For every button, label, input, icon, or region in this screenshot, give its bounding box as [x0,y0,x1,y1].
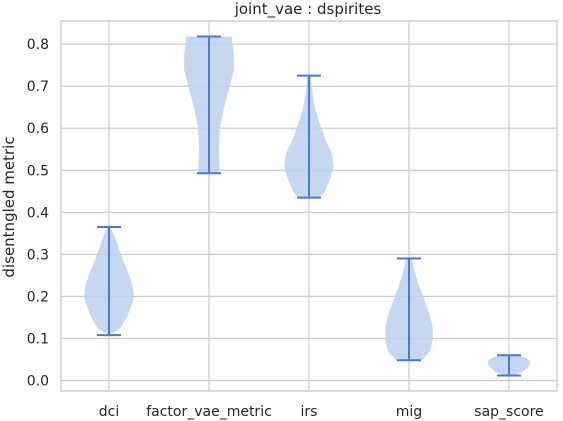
y-tick-label: 0.6 [27,121,49,137]
chart-title: joint_vae : dspirites [234,0,382,19]
y-tick-label: 0.0 [27,373,49,389]
x-tick-label: factor_vae_metric [146,404,272,420]
y-tick-label: 0.7 [27,79,49,95]
x-tick-label: dci [99,404,119,420]
y-tick-label: 0.5 [27,163,49,179]
x-tick-label: sap_score [474,404,543,420]
y-tick-label: 0.8 [27,37,49,53]
x-tick-label: mig [396,404,422,420]
tick-labels: 0.0 0.1 0.2 0.3 0.4 0.5 0.6 0.7 0.8 dci factor_vae… [27,37,544,420]
y-tick-label: 0.2 [27,289,49,305]
y-tick-label: 0.4 [27,205,49,221]
violins [84,35,531,377]
plot-frame [60,20,558,392]
y-axis-label: disentngled metric [0,136,18,277]
y-tick-label: 0.1 [27,331,49,347]
x-tick-label: irs [301,404,318,420]
y-tick-label: 0.3 [27,247,49,263]
